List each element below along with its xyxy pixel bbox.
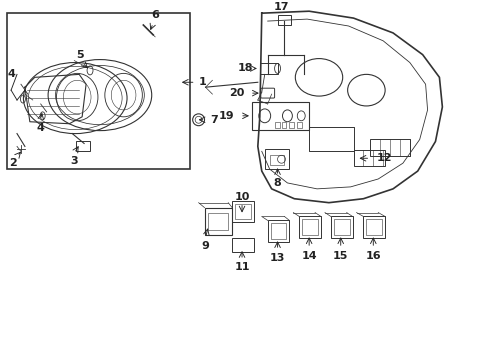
Bar	[289, 122, 294, 128]
Text: 17: 17	[273, 2, 289, 12]
Bar	[369, 139, 409, 156]
Bar	[297, 122, 302, 128]
Bar	[333, 220, 349, 235]
Bar	[232, 201, 253, 222]
Bar	[277, 15, 291, 25]
Bar	[259, 63, 277, 75]
Bar	[76, 141, 90, 151]
Text: 16: 16	[365, 251, 380, 261]
Text: 2: 2	[9, 158, 17, 168]
Text: 1: 1	[198, 77, 206, 87]
Text: 20: 20	[228, 88, 244, 98]
Bar	[204, 208, 232, 235]
Text: 12: 12	[375, 153, 391, 163]
Bar	[267, 220, 289, 242]
Bar	[299, 216, 320, 238]
Text: 3: 3	[70, 156, 78, 166]
Text: 19: 19	[218, 111, 234, 121]
Text: 14: 14	[301, 251, 316, 261]
Text: 5: 5	[76, 50, 84, 60]
Bar	[281, 122, 286, 128]
Text: 7: 7	[210, 115, 218, 125]
Text: 4: 4	[7, 69, 15, 79]
Text: 9: 9	[201, 241, 209, 251]
Bar	[274, 122, 279, 128]
Bar	[366, 220, 382, 235]
Bar	[232, 238, 253, 252]
Text: 15: 15	[332, 251, 348, 261]
Bar	[235, 204, 250, 220]
Bar	[353, 150, 385, 166]
Bar	[330, 216, 352, 238]
Bar	[363, 216, 385, 238]
Text: 10: 10	[234, 192, 249, 202]
Text: 11: 11	[234, 262, 249, 272]
Bar	[269, 155, 284, 165]
Text: 13: 13	[269, 253, 285, 263]
Bar	[308, 127, 353, 151]
Text: 6: 6	[151, 10, 159, 20]
Text: 18: 18	[237, 63, 252, 73]
Bar	[251, 102, 308, 130]
Text: 8: 8	[273, 178, 281, 188]
Bar	[7, 13, 189, 169]
Bar	[302, 220, 317, 235]
Bar	[270, 224, 286, 239]
Bar	[208, 212, 228, 230]
Bar	[264, 149, 289, 169]
Text: 4: 4	[37, 123, 44, 133]
